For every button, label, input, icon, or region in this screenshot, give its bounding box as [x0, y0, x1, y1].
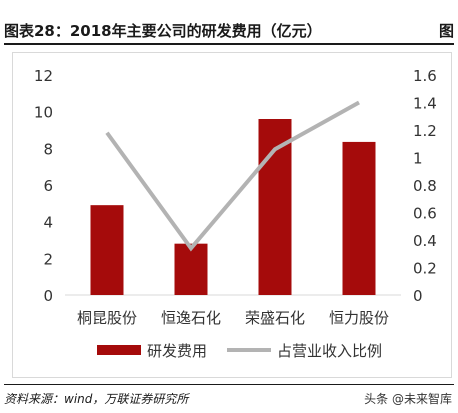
y-right-tick-label: 0	[413, 287, 423, 305]
x-category-label: 荣盛石化	[245, 309, 305, 327]
x-category-label: 恒逸石化	[161, 309, 221, 327]
title-rule	[4, 43, 454, 45]
y-right-tick-label: 0.4	[413, 232, 437, 250]
chart-frame: 0 2 4 6 8 10 12 0 0.2 0.4 0.6 0.8 1 1.2 1.4 1.6 桐昆股份 恒逸石化…	[12, 52, 452, 378]
x-category-label: 桐昆股份	[77, 309, 137, 327]
legend-bar-swatch	[97, 345, 141, 355]
y-right-tick-label: 1.6	[413, 67, 437, 85]
y-right-tick-label: 0.8	[413, 177, 437, 195]
bar-rd-expense	[342, 141, 376, 295]
x-category-label: 恒力股份	[329, 309, 389, 327]
legend-line-label: 占营业收入比例	[277, 342, 382, 360]
y-left-tick-label: 4	[43, 214, 53, 232]
y-left-tick-label: 10	[34, 104, 53, 122]
source-note: 资料来源：wind，万联证券研究所	[4, 392, 189, 406]
chart-title: 图表28：2018年主要公司的研发费用（亿元）	[4, 22, 322, 40]
y-right-tick-label: 1	[413, 150, 423, 168]
y-right-tick-label: 0.2	[413, 260, 437, 278]
y-left-tick-label: 0	[43, 287, 53, 305]
y-right-tick-label: 1.2	[413, 122, 437, 140]
y-right-tick-label: 0.6	[413, 205, 437, 223]
y-right-tick-label: 1.4	[413, 95, 437, 113]
y-left-tick-label: 8	[43, 140, 53, 158]
figure-label: 图	[438, 22, 454, 40]
bar-rd-expense	[258, 119, 292, 295]
footer-rule	[4, 384, 454, 385]
y-left-tick-label: 12	[34, 67, 53, 85]
bar-rd-expense	[90, 205, 124, 295]
y-left-tick-label: 6	[43, 177, 53, 195]
y-left-tick-label: 2	[43, 250, 53, 268]
watermark-text: 头条 @未来智库	[364, 392, 452, 406]
chart-svg: 0 2 4 6 8 10 12 0 0.2 0.4 0.6 0.8 1 1.2 1.4 1.6 桐昆股份 恒逸石化…	[34, 67, 437, 360]
line-revenue-ratio	[105, 100, 360, 252]
legend-bar-label: 研发费用	[147, 342, 207, 360]
title-bar: 图表28：2018年主要公司的研发费用（亿元） 图	[0, 0, 458, 45]
bar-rd-expense	[174, 243, 208, 295]
